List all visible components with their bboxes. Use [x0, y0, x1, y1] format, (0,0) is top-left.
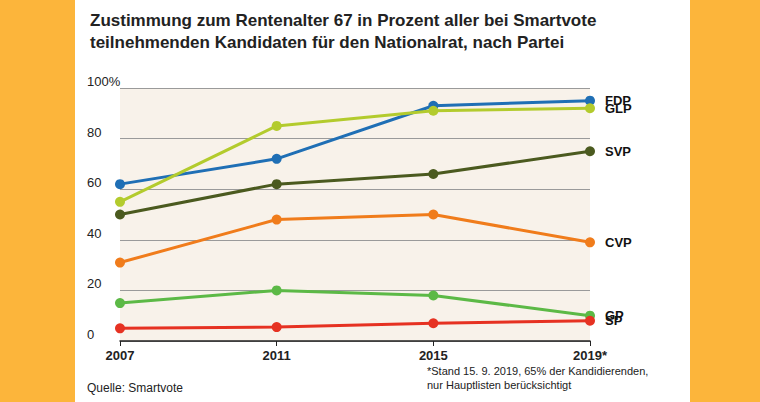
svg-text:Zustimmung zum Rentenalter 67: Zustimmung zum Rentenalter 67 in Prozent…	[90, 11, 596, 30]
svg-text:2007: 2007	[106, 348, 135, 363]
svg-text:SP: SP	[605, 313, 623, 328]
svg-text:*Stand 15. 9. 2019, 65% der Ka: *Stand 15. 9. 2019, 65% der Kandidierend…	[427, 365, 648, 377]
svg-text:80: 80	[87, 125, 101, 140]
svg-text:100%: 100%	[87, 74, 121, 89]
svg-text:teilnehmenden Kandidaten für d: teilnehmenden Kandidaten für den Nationa…	[90, 33, 564, 52]
svg-text:0: 0	[87, 327, 94, 342]
svg-text:2019*: 2019*	[573, 348, 608, 363]
svg-text:2015: 2015	[419, 348, 448, 363]
svg-text:40: 40	[87, 226, 101, 241]
svg-text:20: 20	[87, 276, 101, 291]
svg-text:60: 60	[87, 175, 101, 190]
svg-text:2011: 2011	[263, 348, 291, 363]
svg-text:SVP: SVP	[605, 144, 631, 159]
svg-text:nur Hauptlisten berücksichtigt: nur Hauptlisten berücksichtigt	[427, 379, 571, 391]
svg-text:GLP: GLP	[605, 101, 632, 116]
svg-text:CVP: CVP	[605, 235, 632, 250]
svg-text:Quelle: Smartvote: Quelle: Smartvote	[87, 381, 183, 395]
